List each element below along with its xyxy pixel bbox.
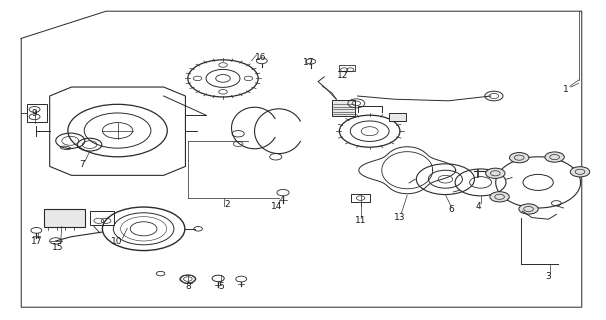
Text: 13: 13 (395, 213, 405, 222)
Text: 6: 6 (448, 205, 454, 214)
Circle shape (545, 152, 564, 162)
Text: 12: 12 (337, 71, 348, 80)
Text: 8: 8 (185, 282, 191, 291)
Bar (27, 104, 47, 122)
Text: 1: 1 (563, 85, 569, 94)
Bar (339, 65, 355, 71)
Text: 14: 14 (271, 202, 282, 211)
Circle shape (570, 167, 590, 177)
Text: 11: 11 (355, 216, 366, 225)
Text: 17: 17 (304, 58, 315, 67)
Text: 16: 16 (255, 53, 266, 62)
Text: 10: 10 (111, 237, 122, 246)
Circle shape (510, 153, 529, 163)
Bar (44, 209, 85, 227)
Bar (389, 113, 406, 121)
Circle shape (490, 192, 509, 202)
Text: 3: 3 (545, 272, 551, 281)
Text: 9: 9 (31, 109, 37, 118)
Text: 2: 2 (224, 200, 230, 209)
Bar (332, 100, 355, 116)
Bar (90, 211, 114, 225)
Text: 5: 5 (218, 282, 224, 291)
Bar (351, 194, 370, 202)
Circle shape (519, 204, 538, 214)
Text: 15: 15 (53, 243, 64, 252)
Text: 17: 17 (31, 237, 42, 246)
Text: 4: 4 (476, 202, 482, 211)
Circle shape (485, 168, 505, 179)
Text: 7: 7 (79, 160, 85, 169)
